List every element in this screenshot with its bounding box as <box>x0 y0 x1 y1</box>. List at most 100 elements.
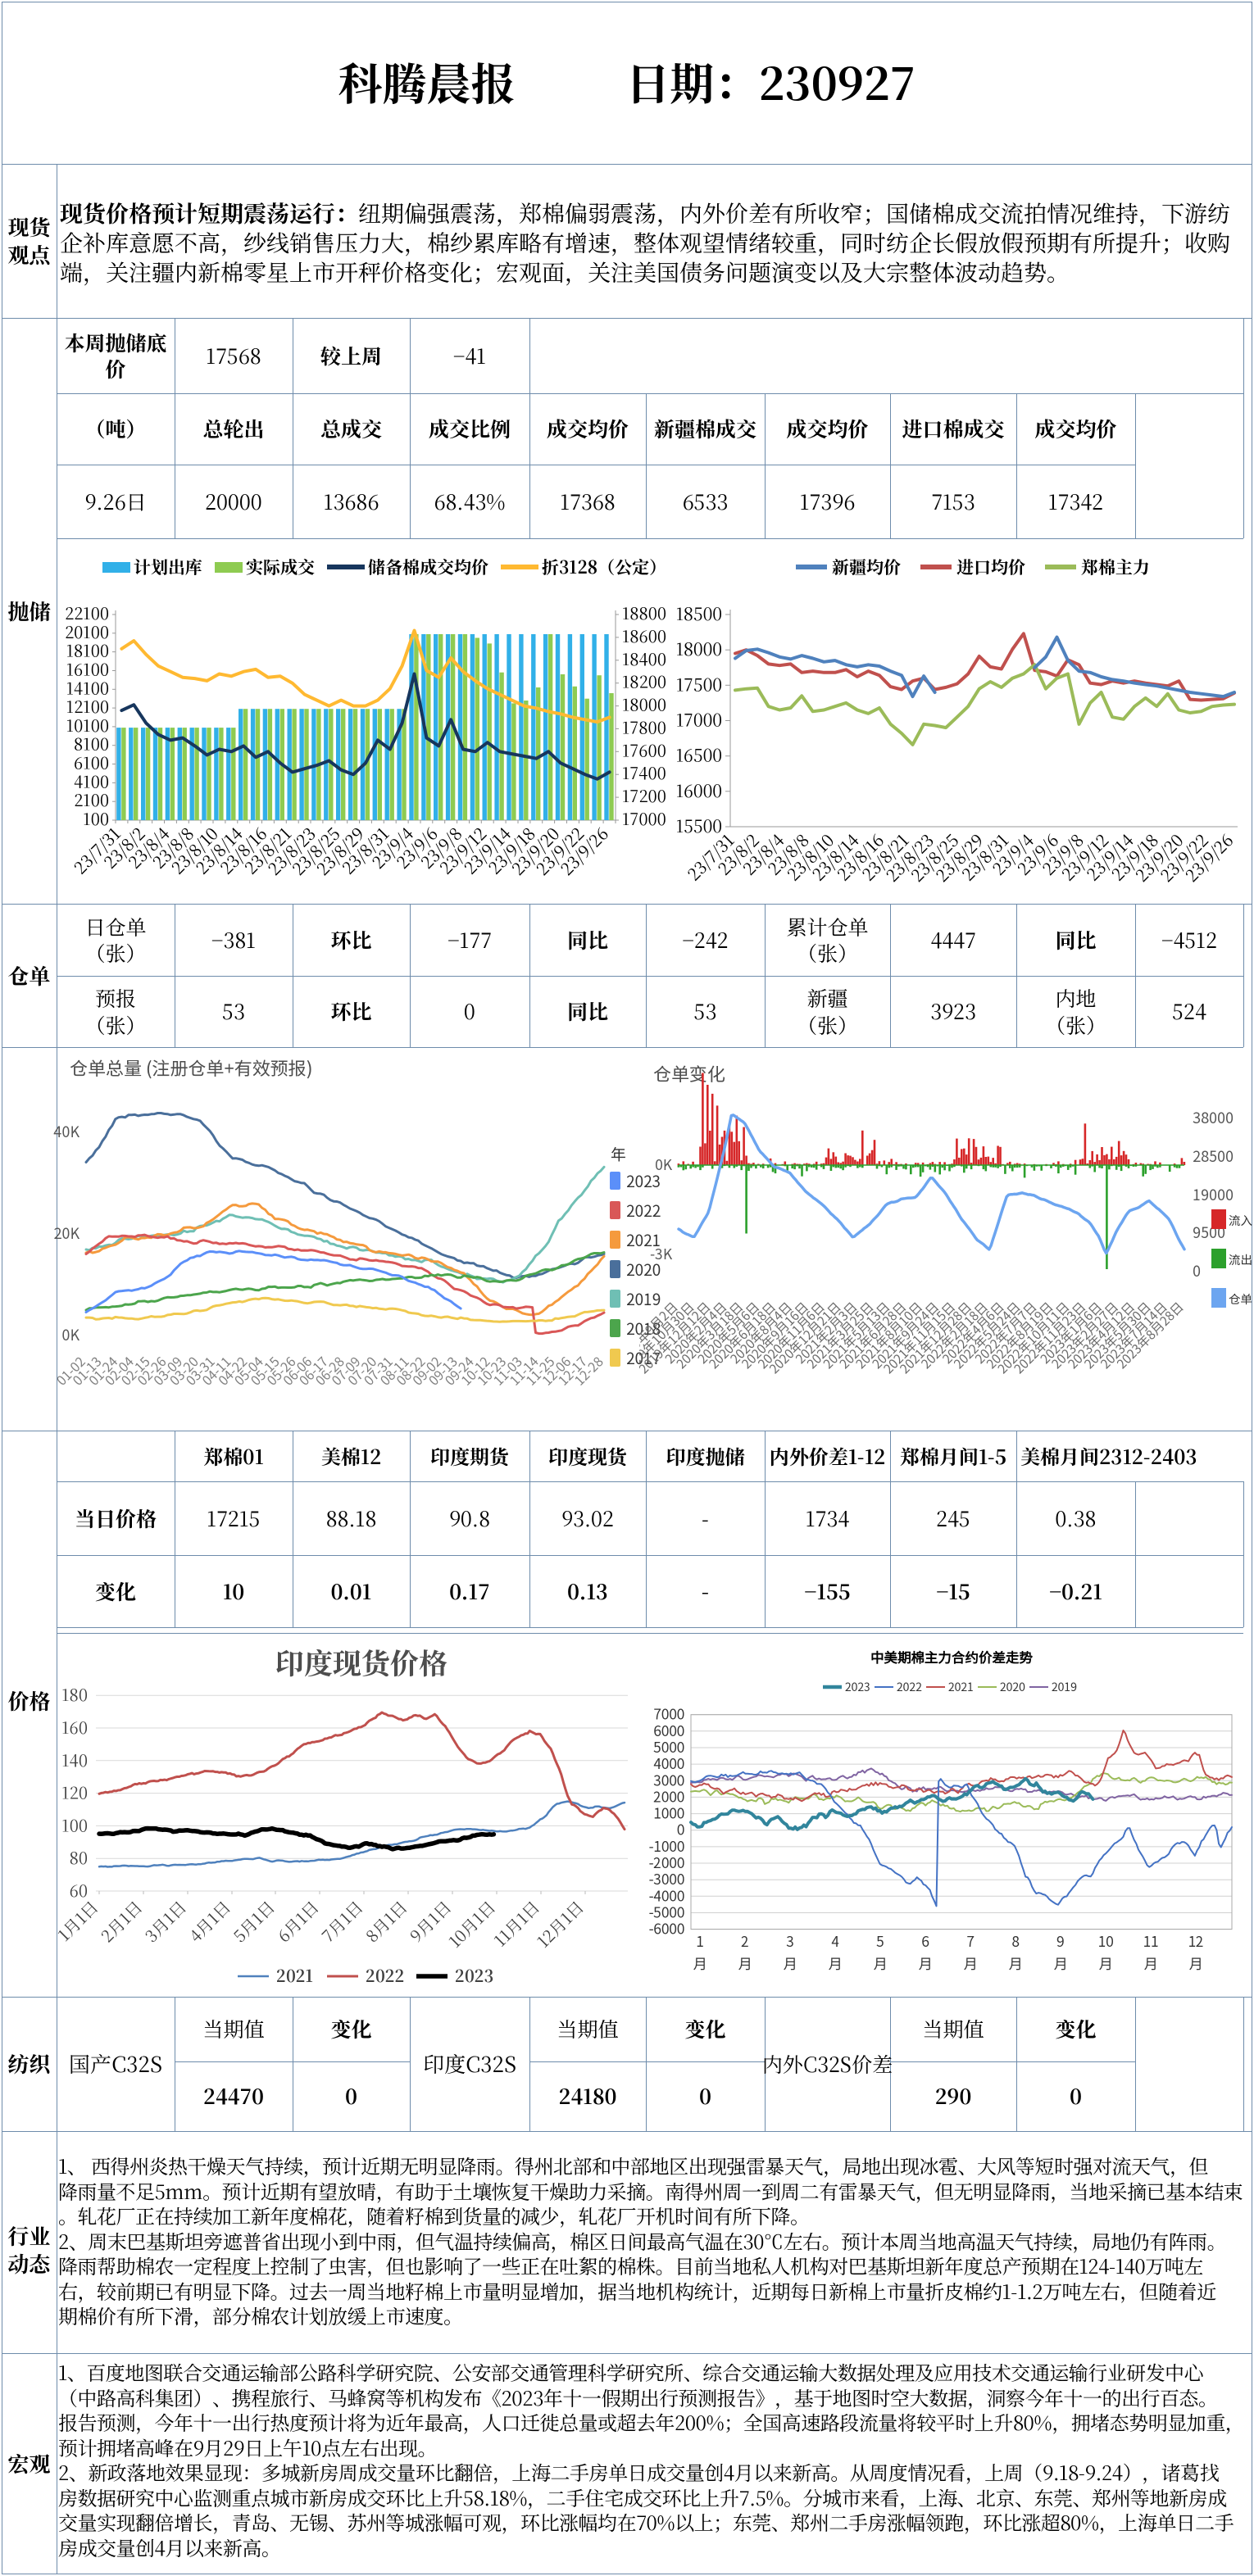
svg-text:18100: 18100 <box>66 638 109 662</box>
svg-text:月: 月 <box>1054 1952 1068 1973</box>
svg-text:28500: 28500 <box>1193 1145 1234 1167</box>
svg-text:16500: 16500 <box>675 743 722 768</box>
svg-text:18000: 18000 <box>622 692 666 716</box>
svg-text:仓单变化: 仓单变化 <box>653 1060 725 1086</box>
svg-text:仓单: 仓单 <box>1229 1290 1252 1308</box>
svg-text:12: 12 <box>1188 1930 1204 1951</box>
svg-text:月: 月 <box>1099 1952 1113 1973</box>
svg-text:印度现货价格: 印度现货价格 <box>275 1642 448 1683</box>
svg-text:年: 年 <box>611 1143 626 1165</box>
svg-text:2023: 2023 <box>455 1963 493 1987</box>
svg-text:0K: 0K <box>61 1324 80 1345</box>
svg-text:-3K: -3K <box>650 1244 673 1264</box>
svg-text:2022: 2022 <box>366 1963 405 1987</box>
svg-text:6月1日: 6月1日 <box>271 1895 323 1947</box>
svg-text:2018: 2018 <box>626 1317 661 1340</box>
svg-text:-6000: -6000 <box>648 1918 684 1939</box>
svg-text:3: 3 <box>786 1930 793 1951</box>
svg-text:10月1日: 10月1日 <box>443 1895 500 1952</box>
svg-text:2023: 2023 <box>626 1170 661 1192</box>
svg-text:2000: 2000 <box>653 1785 684 1806</box>
svg-text:1: 1 <box>696 1930 703 1951</box>
svg-text:流出: 流出 <box>1229 1251 1252 1268</box>
svg-text:18800: 18800 <box>622 601 666 624</box>
svg-text:17000: 17000 <box>622 806 666 830</box>
svg-text:12月1日: 12月1日 <box>531 1895 588 1952</box>
svg-text:40K: 40K <box>53 1121 80 1142</box>
svg-text:5000: 5000 <box>653 1736 684 1757</box>
svg-text:8: 8 <box>1011 1930 1019 1951</box>
svg-text:-2000: -2000 <box>648 1852 684 1872</box>
svg-text:6000: 6000 <box>653 1720 684 1740</box>
svg-text:20100: 20100 <box>65 619 109 643</box>
svg-text:8月1日: 8月1日 <box>360 1895 411 1947</box>
svg-text:2023: 2023 <box>845 1679 870 1695</box>
svg-text:新疆均价: 新疆均价 <box>832 555 901 579</box>
svg-text:17800: 17800 <box>622 714 666 738</box>
svg-text:100: 100 <box>61 1812 88 1836</box>
svg-text:10100: 10100 <box>66 713 109 737</box>
svg-text:0: 0 <box>1193 1260 1201 1281</box>
svg-text:月: 月 <box>964 1952 978 1973</box>
svg-text:4: 4 <box>831 1930 839 1951</box>
svg-text:-4000: -4000 <box>648 1884 684 1905</box>
svg-text:1000: 1000 <box>653 1803 684 1823</box>
svg-text:计划出库: 计划出库 <box>134 555 202 579</box>
svg-text:2021: 2021 <box>948 1679 974 1695</box>
svg-text:3000: 3000 <box>653 1769 684 1789</box>
svg-text:2017: 2017 <box>626 1347 661 1369</box>
svg-text:2月1日: 2月1日 <box>95 1895 147 1947</box>
svg-text:2021: 2021 <box>626 1229 661 1251</box>
svg-text:17200: 17200 <box>622 783 666 807</box>
svg-text:月: 月 <box>829 1952 843 1973</box>
svg-text:5月1日: 5月1日 <box>227 1895 279 1947</box>
svg-text:17000: 17000 <box>675 708 722 732</box>
svg-text:2019: 2019 <box>626 1288 661 1310</box>
svg-text:储备棉成交均价: 储备棉成交均价 <box>368 555 488 579</box>
svg-text:8100: 8100 <box>74 732 109 755</box>
svg-text:17500: 17500 <box>675 672 722 696</box>
svg-text:9: 9 <box>1056 1930 1064 1951</box>
svg-text:2020: 2020 <box>1000 1679 1025 1695</box>
svg-text:7000: 7000 <box>653 1703 684 1724</box>
svg-text:2022: 2022 <box>897 1679 922 1695</box>
svg-text:仓单总量 (注册仓单+有效预报): 仓单总量 (注册仓单+有效预报) <box>70 1054 312 1081</box>
svg-text:2100: 2100 <box>74 787 109 811</box>
svg-text:10: 10 <box>1098 1930 1114 1951</box>
svg-text:0K: 0K <box>655 1154 673 1175</box>
svg-text:2019: 2019 <box>1052 1679 1077 1695</box>
svg-text:16000: 16000 <box>675 778 722 803</box>
svg-text:2020: 2020 <box>626 1259 661 1281</box>
svg-text:18400: 18400 <box>622 646 666 670</box>
svg-text:18000: 18000 <box>675 637 722 661</box>
svg-text:1月1日: 1月1日 <box>57 1895 102 1946</box>
svg-text:月: 月 <box>1144 1952 1158 1973</box>
svg-text:11: 11 <box>1143 1930 1159 1951</box>
svg-text:4000: 4000 <box>653 1753 684 1773</box>
svg-text:20K: 20K <box>53 1222 80 1244</box>
svg-text:实际成交: 实际成交 <box>246 555 315 579</box>
svg-text:-3000: -3000 <box>648 1868 684 1889</box>
svg-text:14100: 14100 <box>66 675 109 699</box>
svg-text:22100: 22100 <box>65 601 109 624</box>
svg-text:160: 160 <box>61 1715 88 1739</box>
svg-text:郑棉主力: 郑棉主力 <box>1081 555 1150 579</box>
svg-text:180: 180 <box>61 1682 88 1706</box>
svg-text:折3128（公定）: 折3128（公定） <box>542 555 666 579</box>
svg-text:18600: 18600 <box>622 624 666 647</box>
svg-text:中美期棉主力合约价差走势: 中美期棉主力合约价差走势 <box>870 1647 1034 1667</box>
svg-text:6100: 6100 <box>74 751 109 774</box>
svg-text:18200: 18200 <box>622 669 666 693</box>
svg-text:140: 140 <box>61 1748 88 1771</box>
svg-text:16100: 16100 <box>66 656 109 680</box>
svg-text:月: 月 <box>738 1952 752 1973</box>
svg-text:-1000: -1000 <box>648 1835 684 1856</box>
svg-text:38000: 38000 <box>1193 1107 1234 1128</box>
svg-text:月: 月 <box>693 1952 707 1973</box>
svg-text:0: 0 <box>677 1819 684 1839</box>
svg-text:11月1日: 11月1日 <box>488 1895 544 1952</box>
svg-text:月: 月 <box>784 1952 797 1973</box>
svg-text:月: 月 <box>874 1952 888 1973</box>
svg-text:-5000: -5000 <box>648 1902 684 1922</box>
svg-text:80: 80 <box>70 1845 88 1869</box>
